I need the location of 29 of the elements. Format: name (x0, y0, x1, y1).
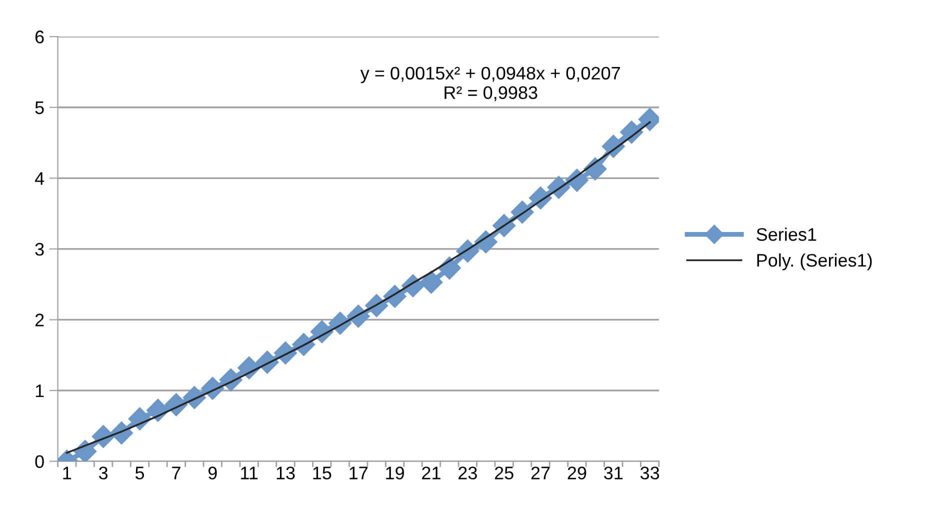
x-tick-label: 5 (135, 466, 144, 480)
y-tick-label: 0 (35, 455, 44, 468)
x-tick-label: 7 (172, 466, 180, 480)
x-tick-label: 29 (568, 466, 586, 480)
y-tick-label: 2 (35, 314, 44, 326)
point (74, 440, 97, 462)
x-tick-label: 11 (241, 466, 258, 480)
x-tick-label: 3 (98, 466, 108, 480)
x-tick-label: 33 (640, 466, 660, 480)
x-tick-label: 23 (458, 466, 477, 480)
x-tick-label: 31 (604, 466, 623, 480)
x-tick-label: 1 (63, 466, 72, 480)
annotation: y = 0,0015x² + 0,0948x + 0,0207 R² = 0,9983 (360, 66, 620, 102)
x-tick-label: 15 (313, 466, 332, 480)
legend-label: Poly. (Series1) (757, 253, 872, 270)
y-tick-label: 3 (35, 242, 44, 256)
x-tick-label: 13 (276, 466, 295, 480)
y-tick-label: 1 (36, 384, 44, 398)
x-tick-label: 25 (494, 466, 514, 480)
x-tick-label: 19 (386, 466, 404, 480)
x-tick-label: 17 (350, 466, 368, 480)
y-tick-label: 4 (34, 172, 44, 185)
y-tick-label: 6 (35, 30, 44, 44)
point (420, 270, 443, 294)
x-tick-label: 9 (208, 466, 217, 480)
y-tick-label: 5 (35, 102, 44, 114)
legend-label: Series1 (756, 228, 816, 241)
x-tick-label: 27 (531, 466, 550, 480)
x-tick-label: 21 (422, 466, 440, 480)
